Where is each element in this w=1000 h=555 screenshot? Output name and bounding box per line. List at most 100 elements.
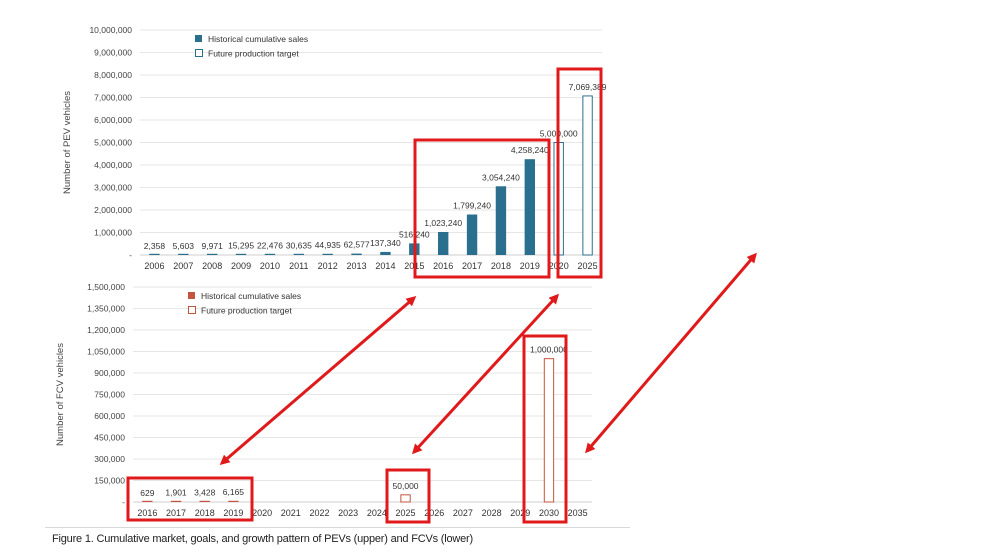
- fcv-xtick-label: 2021: [281, 508, 301, 518]
- pev-data-label: 3,054,240: [482, 172, 520, 182]
- fcv-data-label: 629: [140, 488, 154, 498]
- pev-ytick-label: 5,000,000: [94, 138, 132, 148]
- fcv-data-label: 1,000,000: [530, 345, 568, 355]
- fcv-xtick-label: 2022: [309, 508, 329, 518]
- highlight-box-pev-2025: [556, 67, 603, 279]
- pev-data-label: 5,603: [173, 241, 195, 251]
- fcv-xtick-label: 2023: [338, 508, 358, 518]
- pev-ytick-label: 1,000,000: [94, 228, 132, 238]
- pev-bar: [293, 253, 305, 255]
- pev-xtick-label: 2012: [318, 261, 338, 271]
- fcv-ytick-label: 450,000: [94, 433, 125, 443]
- pev-legend-swatch-filled: [195, 35, 202, 42]
- fcv-ytick-label: 300,000: [94, 454, 125, 464]
- pev-bar: [437, 231, 449, 255]
- pev-data-label: 30,635: [286, 240, 312, 250]
- pev-xtick-label: 2009: [231, 261, 251, 271]
- fcv-ytick-label: 750,000: [94, 390, 125, 400]
- pev-ytick-label: -: [129, 250, 132, 260]
- pev-data-label: 1,799,240: [453, 201, 491, 211]
- pev-bar: [235, 253, 247, 255]
- fcv-legend-label: Future production target: [201, 306, 292, 316]
- pev-bar: [380, 251, 391, 255]
- pev-xtick-label: 2011: [289, 261, 308, 271]
- highlight-box-pev-2016-2019: [413, 138, 551, 279]
- pev-data-label: 62,577: [344, 240, 370, 250]
- pev-ytick-label: 6,000,000: [94, 115, 132, 125]
- fcv-bar-outline: [400, 494, 411, 503]
- fcv-xtick-label: 2019: [223, 508, 243, 518]
- fcv-xtick-label: 2026: [424, 508, 444, 518]
- fcv-bar-outline: [543, 358, 555, 503]
- pev-xtick-label: 2007: [173, 261, 193, 271]
- pev-bar: [206, 253, 218, 255]
- fcv-xtick-label: 2035: [568, 508, 588, 518]
- fcv-ytick-label: 1,500,000: [87, 282, 125, 292]
- fcv-ytick-label: 900,000: [94, 368, 125, 378]
- pev-legend-swatch-outline: [195, 49, 203, 57]
- pev-xtick-label: 2008: [202, 261, 222, 271]
- fcv-xtick-label: 2020: [252, 508, 272, 518]
- pev-bar: [322, 253, 333, 255]
- pev-bar-outline: [582, 95, 593, 256]
- arrow-fcv-to-pev-history: [219, 296, 417, 465]
- pev-bar: [264, 253, 276, 255]
- pev-ytick-label: 4,000,000: [94, 160, 132, 170]
- fcv-data-label: 3,428: [194, 488, 216, 498]
- fcv-xtick-label: 2029: [510, 508, 530, 518]
- fcv-xtick-label: 2016: [137, 508, 157, 518]
- fcv-bar: [228, 500, 239, 502]
- figure-caption: Figure 1. Cumulative market, goals, and …: [52, 533, 473, 545]
- pev-legend-label: Historical cumulative sales: [208, 34, 308, 44]
- fcv-legend-swatch-outline: [188, 306, 196, 314]
- pev-data-label: 7,069,389: [569, 82, 607, 92]
- pev-bar: [466, 214, 478, 255]
- fcv-xtick-label: 2024: [367, 508, 387, 518]
- pev-data-label: 22,476: [257, 240, 283, 250]
- highlight-box-fcv-2016-2019: [126, 476, 254, 522]
- pev-xtick-label: 2014: [375, 261, 395, 271]
- pev-ytick-label: 10,000,000: [89, 25, 132, 35]
- fcv-ytick-label: 1,350,000: [87, 304, 125, 314]
- pev-ytick-label: 7,000,000: [94, 93, 132, 103]
- fcv-ylabel: Number of FCV vehicles: [55, 343, 66, 446]
- fcv-ytick-label: -: [122, 497, 125, 507]
- fcv-xtick-label: 2030: [539, 508, 559, 518]
- fcv-xtick-label: 2025: [396, 508, 416, 518]
- pev-xtick-label: 2006: [144, 261, 164, 271]
- fcv-xtick-label: 2028: [482, 508, 502, 518]
- pev-ytick-label: 8,000,000: [94, 70, 132, 80]
- caption-separator: [45, 527, 630, 528]
- pev-data-label: 4,258,240: [511, 145, 549, 155]
- pev-ytick-label: 3,000,000: [94, 183, 132, 193]
- fcv-data-label: 6,165: [223, 487, 245, 497]
- pev-data-label: 1,023,240: [424, 218, 462, 228]
- fcv-legend-label: Historical cumulative sales: [201, 291, 301, 301]
- pev-data-label: 137,340: [370, 238, 401, 248]
- pev-data-label: 44,935: [315, 240, 341, 250]
- highlight-box-fcv-2025: [385, 468, 431, 524]
- pev-data-label: 2,358: [144, 241, 166, 251]
- pev-xtick-label: 2016: [433, 261, 453, 271]
- pev-xtick-label: 2018: [491, 261, 511, 271]
- pev-bar: [178, 253, 189, 255]
- fcv-ytick-label: 600,000: [94, 411, 125, 421]
- fcv-ytick-label: 1,200,000: [87, 325, 125, 335]
- fcv-ytick-label: 150,000: [94, 476, 125, 486]
- fcv-data-label: 50,000: [393, 481, 419, 491]
- pev-legend-label: Future production target: [208, 49, 299, 59]
- pev-ytick-label: 9,000,000: [94, 48, 132, 58]
- fcv-bar: [170, 500, 182, 502]
- arrow-fcv2025-to-pev: [411, 293, 560, 455]
- pev-bar: [351, 253, 362, 255]
- pev-ytick-label: 2,000,000: [94, 205, 132, 215]
- fcv-legend-swatch-filled: [188, 292, 195, 299]
- pev-ylabel: Number of PEV vehicles: [62, 91, 73, 194]
- pev-xtick-label: 2010: [260, 261, 280, 271]
- pev-xtick-label: 2019: [520, 261, 540, 271]
- fcv-data-label: 1,901: [165, 488, 187, 498]
- pev-xtick-label: 2025: [578, 261, 598, 271]
- pev-bar: [149, 253, 160, 255]
- pev-bar: [495, 186, 507, 255]
